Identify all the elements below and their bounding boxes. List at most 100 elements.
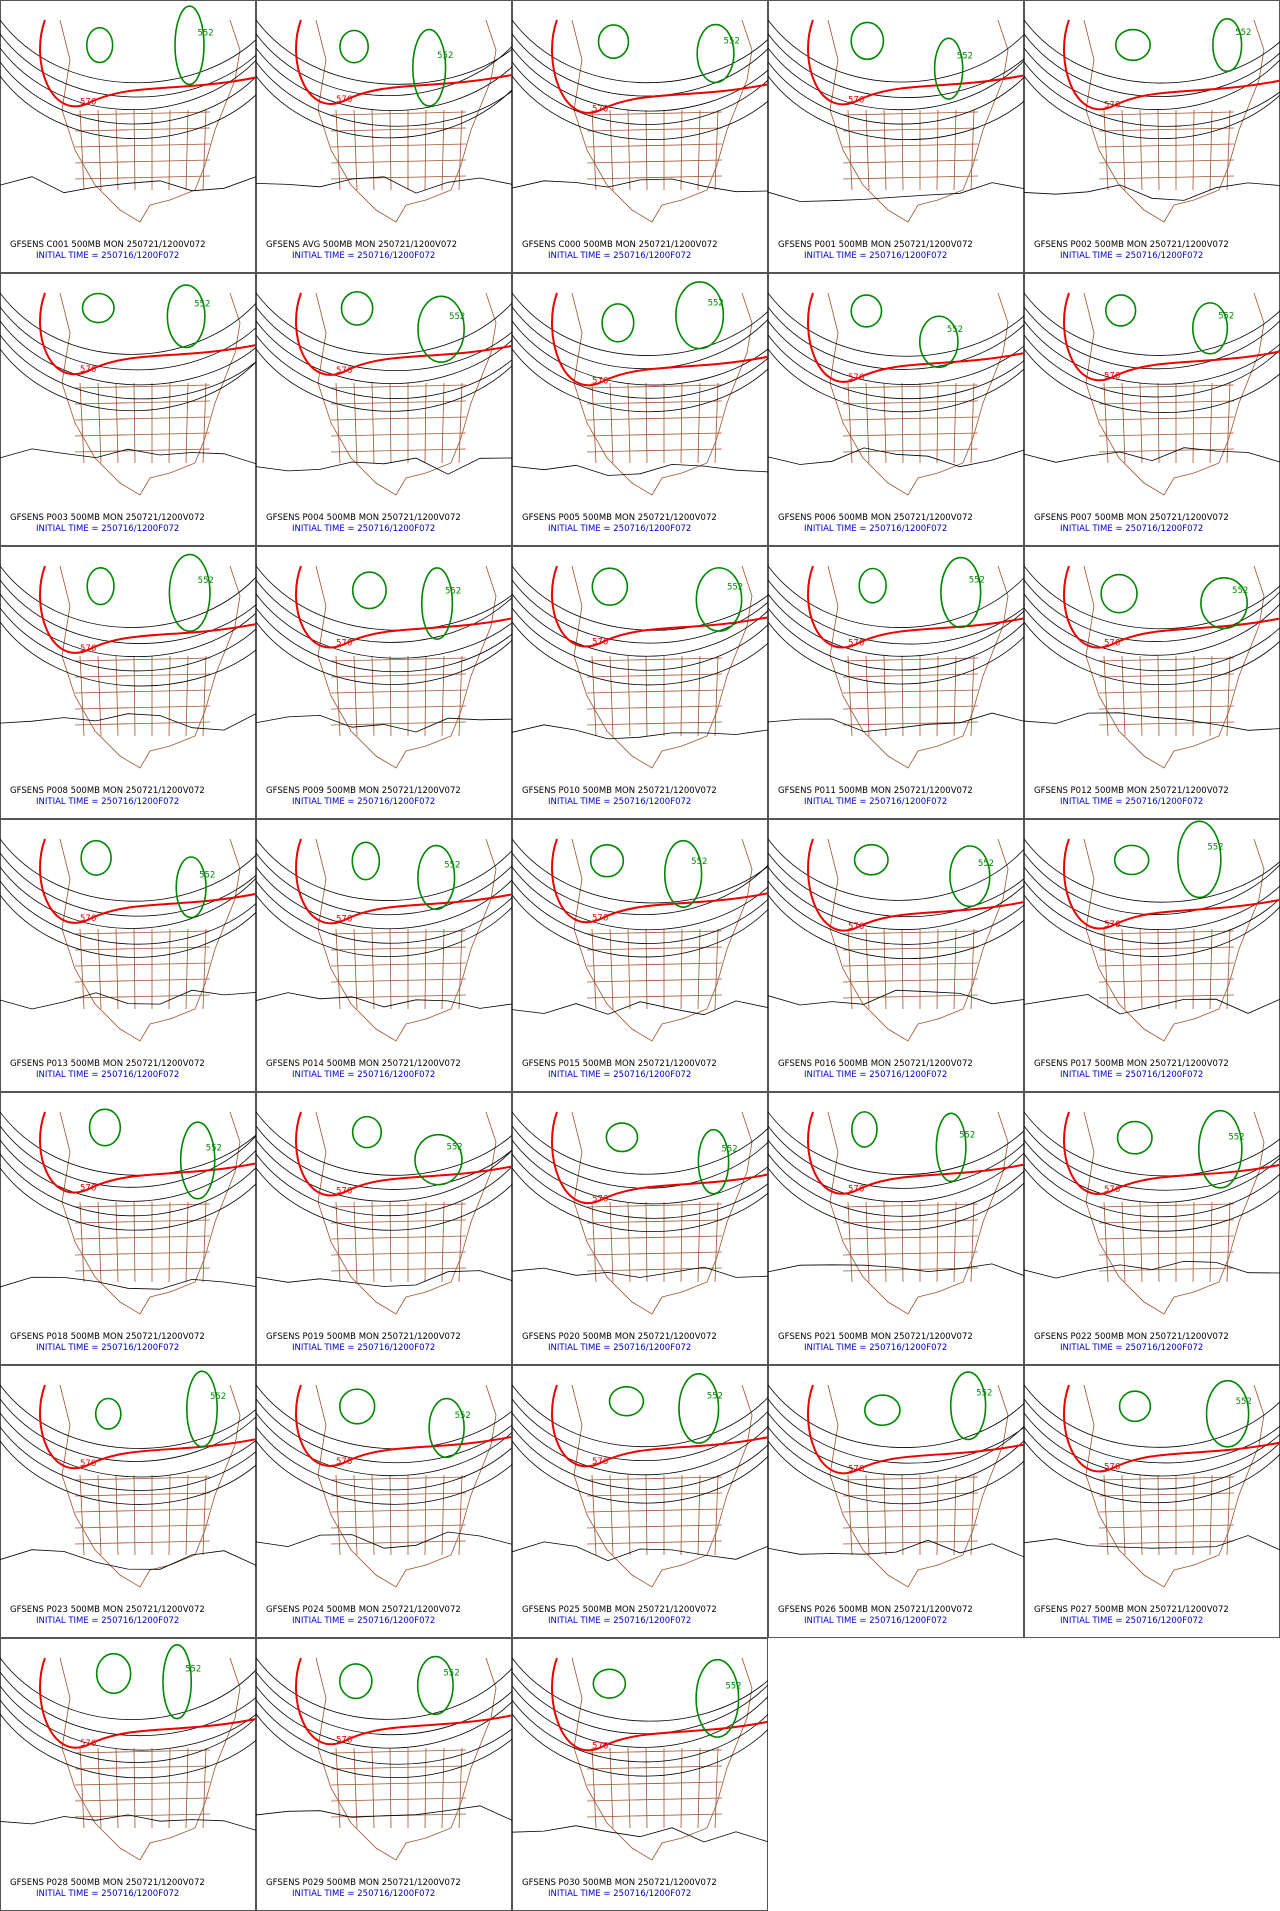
map <box>59 1111 241 1315</box>
panel-title: GFSENS P019 500MB MON 250721/1200V072 <box>266 1332 461 1342</box>
height-contour <box>1024 61 1280 127</box>
state-line <box>74 432 211 437</box>
height-contour <box>256 176 512 194</box>
state-line <box>79 928 85 1010</box>
state-line <box>970 382 975 464</box>
panel-title: GFSENS P029 500MB MON 250721/1200V072 <box>266 1878 461 1888</box>
height-contour <box>768 19 1024 83</box>
panel-title: GFSENS P021 500MB MON 250721/1200V072 <box>778 1332 973 1342</box>
state-line <box>74 384 211 389</box>
552-contour <box>351 1115 383 1149</box>
state-line <box>901 928 904 1010</box>
height-contour <box>256 852 512 916</box>
coastline <box>59 838 241 1042</box>
state-line <box>1098 1219 1235 1224</box>
state-line <box>901 109 904 191</box>
552-contour <box>1191 302 1229 355</box>
height-contour <box>0 1549 256 1570</box>
state-line <box>74 994 211 999</box>
552-contour <box>340 291 374 326</box>
state-line <box>330 448 467 453</box>
height-contour <box>256 579 512 643</box>
contour-label: 576 <box>592 1195 608 1205</box>
552-contour <box>166 284 206 349</box>
contour-label: 552 <box>1207 842 1223 852</box>
state-line <box>330 1749 467 1754</box>
state-line <box>133 109 136 191</box>
panel-subtitle: INITIAL TIME = 250716/1200F072 <box>292 1070 435 1080</box>
552-contour <box>351 841 381 881</box>
height-contour <box>256 1426 512 1491</box>
ensemble-panel: 576 552 GFSENS P009 500MB MON 250721/1200V… <box>256 546 512 819</box>
state-line <box>842 1540 979 1545</box>
panel-subtitle: INITIAL TIME = 250716/1200F072 <box>1060 251 1203 261</box>
contour-label: 576 <box>1104 1463 1120 1473</box>
state-line <box>74 1235 211 1240</box>
height-contour <box>0 713 256 731</box>
state-line <box>330 978 467 983</box>
height-contour <box>0 320 256 386</box>
height-contour <box>768 1167 1024 1231</box>
552-contour <box>605 1122 639 1153</box>
map <box>1083 1384 1265 1588</box>
map <box>59 1384 241 1588</box>
height-contour <box>0 1412 256 1478</box>
coastline <box>571 1111 753 1315</box>
height-contour <box>512 1000 768 1016</box>
contour-label: 552 <box>199 870 215 880</box>
height-contour <box>256 457 512 475</box>
height-contour <box>0 1153 256 1217</box>
ensemble-panel: 576 552 GFSENS C000 500MB MON 250721/1200V… <box>512 0 768 273</box>
552-contour <box>675 281 725 350</box>
ensemble-panel: 576 552 GFSENS P027 500MB MON 250721/1200V… <box>1024 1365 1280 1638</box>
panel-border <box>768 1092 1024 1365</box>
552-contour <box>1113 844 1150 876</box>
state-line <box>842 962 979 967</box>
coastline <box>571 19 753 223</box>
552-contour <box>853 843 889 876</box>
state-line <box>865 109 870 191</box>
state-line <box>458 382 463 464</box>
height-contour <box>512 852 768 916</box>
state-line <box>371 655 375 737</box>
contour-label: 576 <box>1104 372 1120 382</box>
height-contour <box>256 1384 512 1450</box>
height-contour <box>256 1139 512 1202</box>
panel-border <box>256 0 512 273</box>
height-contour <box>256 1713 512 1778</box>
contour-label: 576 <box>336 366 352 376</box>
coastline <box>827 292 1009 496</box>
state-line <box>74 416 211 421</box>
state-line <box>74 962 211 967</box>
state-line <box>1098 400 1235 405</box>
panel-border <box>0 1638 256 1911</box>
state-line <box>842 1508 979 1513</box>
552-contour <box>417 844 456 911</box>
state-line <box>74 448 211 453</box>
contour-label: 552 <box>197 28 213 38</box>
ensemble-panel: 576 552 GFSENS P022 500MB MON 250721/1200V… <box>1024 1092 1280 1365</box>
panel-subtitle: INITIAL TIME = 250716/1200F072 <box>292 797 435 807</box>
state-line <box>645 655 648 737</box>
state-line <box>1103 928 1109 1010</box>
height-contour <box>512 1153 768 1219</box>
state-line <box>1098 1251 1235 1256</box>
panel-subtitle: INITIAL TIME = 250716/1200F072 <box>1060 1343 1203 1353</box>
height-contour <box>256 866 512 930</box>
state-line <box>74 705 211 710</box>
contour-label: 576 <box>592 1742 608 1752</box>
panel-subtitle: INITIAL TIME = 250716/1200F072 <box>1060 524 1203 534</box>
height-contour <box>256 1412 512 1476</box>
state-line <box>79 655 85 737</box>
state-line <box>586 384 723 389</box>
height-contour <box>0 47 256 111</box>
552-contour <box>863 1394 901 1427</box>
state-line <box>74 400 211 405</box>
576-contour <box>551 1111 768 1204</box>
state-line <box>1098 432 1235 437</box>
height-contour <box>512 75 768 140</box>
state-line <box>645 382 648 464</box>
panel-title: GFSENS P013 500MB MON 250721/1200V072 <box>10 1059 205 1069</box>
height-contour <box>768 334 1024 400</box>
